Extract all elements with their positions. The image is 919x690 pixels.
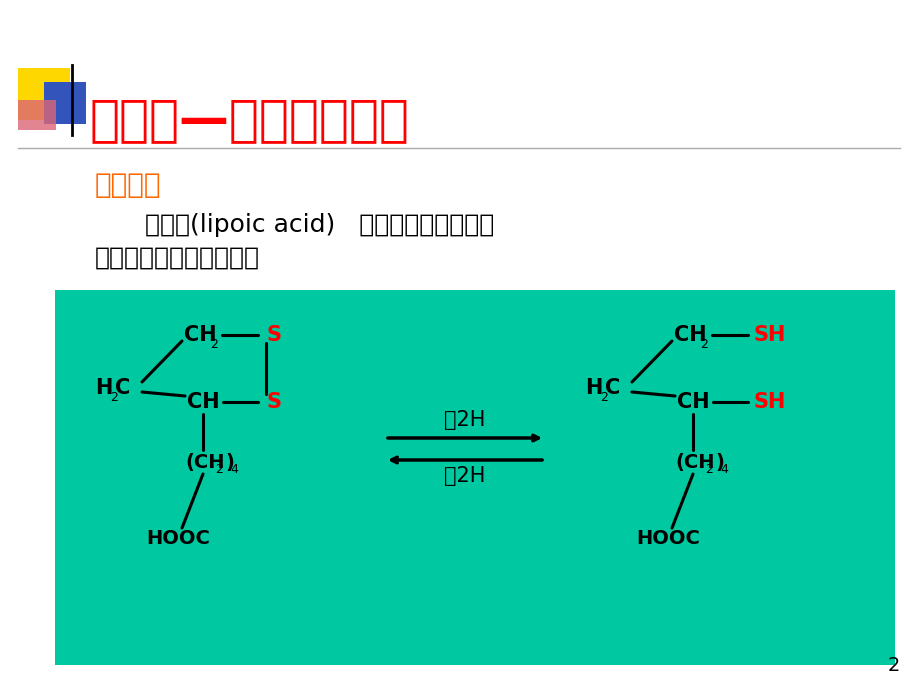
Text: SH: SH — [753, 325, 786, 345]
Text: CH: CH — [676, 392, 709, 412]
Text: (CH: (CH — [185, 453, 224, 471]
Text: (CH: (CH — [675, 453, 714, 471]
FancyBboxPatch shape — [18, 100, 56, 130]
Text: CH: CH — [673, 325, 706, 345]
Text: 2: 2 — [215, 462, 222, 475]
FancyBboxPatch shape — [55, 290, 894, 665]
Text: CH: CH — [184, 325, 216, 345]
Text: 硫辛酸(lipoic acid)   是硫辛酸乙酰转移酶: 硫辛酸(lipoic acid) 是硫辛酸乙酰转移酶 — [145, 213, 494, 237]
Text: 4: 4 — [230, 462, 238, 475]
Text: SH: SH — [753, 392, 786, 412]
Text: ): ) — [714, 453, 723, 471]
Text: 2: 2 — [887, 656, 899, 675]
Text: 2: 2 — [110, 391, 118, 404]
Text: C: C — [115, 378, 130, 398]
Text: HOOC: HOOC — [146, 529, 210, 547]
Text: C: C — [605, 378, 620, 398]
Text: H: H — [96, 378, 112, 398]
Text: 硫辛酸—强效抗氧化剂: 硫辛酸—强效抗氧化剂 — [90, 96, 410, 144]
FancyBboxPatch shape — [44, 82, 85, 124]
Text: S: S — [267, 325, 281, 345]
Text: 2: 2 — [210, 337, 218, 351]
FancyBboxPatch shape — [18, 68, 70, 120]
Text: 2: 2 — [599, 391, 607, 404]
Text: CH: CH — [187, 392, 219, 412]
Text: 4: 4 — [720, 462, 727, 475]
Text: H: H — [584, 378, 602, 398]
Text: HOOC: HOOC — [635, 529, 699, 547]
Text: S: S — [267, 392, 281, 412]
Text: 2: 2 — [704, 462, 712, 475]
Text: －2H: －2H — [444, 410, 485, 430]
Text: 生化作用: 生化作用 — [95, 171, 162, 199]
Text: 的辅酶，起转酰基作用。: 的辅酶，起转酰基作用。 — [95, 246, 260, 270]
Text: 2: 2 — [699, 337, 707, 351]
Text: ): ) — [225, 453, 233, 471]
Text: ＋2H: ＋2H — [444, 466, 485, 486]
